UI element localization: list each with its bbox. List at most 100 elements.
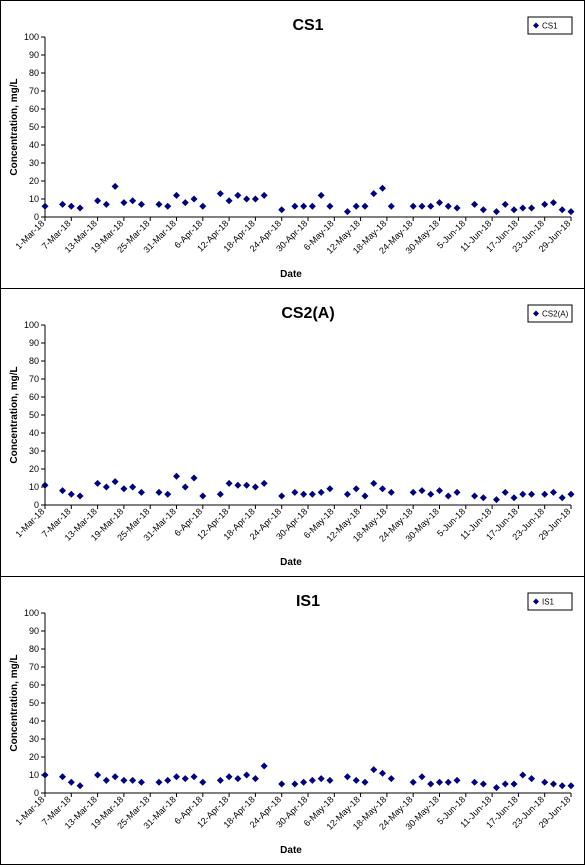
y-tick-label: 0 — [34, 788, 39, 798]
data-point — [379, 184, 387, 192]
data-point — [427, 202, 435, 210]
data-point — [317, 191, 325, 199]
legend-marker — [533, 310, 539, 317]
data-point — [59, 200, 67, 208]
data-point — [190, 195, 198, 203]
data-point — [300, 778, 308, 786]
data-point — [173, 191, 180, 199]
data-point — [190, 474, 198, 482]
data-point — [76, 204, 84, 212]
x-axis-title: Date — [280, 557, 302, 568]
data-point — [164, 202, 172, 210]
data-point — [479, 206, 487, 214]
data-point — [471, 200, 479, 208]
y-tick-label: 80 — [29, 68, 39, 78]
data-point — [519, 490, 527, 498]
data-point — [251, 195, 259, 203]
chart-title: CS1 — [292, 17, 323, 34]
data-point — [308, 202, 316, 210]
data-point — [519, 204, 527, 212]
data-point — [326, 485, 334, 493]
legend-box — [527, 16, 573, 35]
data-point — [120, 199, 128, 207]
data-point — [278, 206, 286, 214]
data-point — [519, 771, 527, 779]
data-point — [343, 490, 351, 498]
data-point — [379, 485, 387, 493]
data-point — [308, 776, 316, 784]
y-tick-label: 60 — [29, 680, 39, 690]
data-point — [549, 488, 557, 496]
data-point — [102, 776, 110, 784]
data-point — [361, 492, 369, 500]
chart-cs2a: CS2(A) CS2(A)01020304050607080901001-Mar-… — [9, 304, 575, 568]
data-point — [567, 782, 575, 790]
y-tick-label: 0 — [34, 212, 39, 222]
chart-title: CS2(A) — [281, 305, 334, 322]
data-point — [361, 778, 369, 786]
data-point — [234, 191, 242, 199]
data-point — [225, 479, 233, 487]
chart-panel-cs1: CS1 CS1 0 10 20 30 40 50 60 70 80 90 100 1-Mar-18 7-Ma… — [0, 0, 585, 289]
data-point — [216, 190, 224, 198]
series-points — [41, 472, 575, 504]
data-point — [76, 492, 84, 500]
data-point — [501, 200, 509, 208]
y-tick-label: 50 — [29, 410, 39, 420]
y-tick-label: 90 — [29, 626, 39, 636]
data-point — [444, 492, 452, 500]
y-tick-label: 10 — [29, 770, 39, 780]
data-point — [444, 778, 452, 786]
data-point — [436, 199, 443, 207]
data-point — [94, 771, 102, 779]
data-point — [190, 773, 198, 781]
data-point — [387, 202, 395, 210]
legend-marker — [533, 22, 539, 29]
data-point — [260, 762, 268, 770]
y-tick-label: 30 — [29, 734, 39, 744]
data-point — [528, 490, 536, 498]
data-point — [225, 197, 233, 205]
data-point — [427, 490, 435, 498]
data-point — [278, 492, 286, 500]
data-point — [409, 778, 417, 786]
data-point — [549, 780, 557, 788]
data-point — [67, 490, 75, 498]
data-point — [129, 483, 137, 491]
data-point — [164, 776, 172, 784]
data-point — [94, 479, 102, 487]
data-point — [291, 202, 299, 210]
y-tick-label: 30 — [29, 446, 39, 456]
data-point — [308, 490, 316, 498]
data-point — [567, 208, 575, 216]
data-point — [427, 780, 435, 788]
data-point — [225, 773, 233, 781]
data-point — [471, 778, 479, 786]
data-point — [418, 487, 426, 495]
y-tick-label: 100 — [24, 320, 39, 330]
data-point — [558, 206, 566, 214]
data-point — [67, 778, 75, 786]
series-points — [41, 762, 575, 792]
y-tick-label: 50 — [29, 122, 39, 132]
y-tick-label: 20 — [29, 752, 39, 762]
data-point — [558, 782, 566, 790]
y-tick-label: 0 — [34, 500, 39, 510]
legend: IS1 — [527, 592, 573, 611]
y-axis-title: Concentration, mg/L — [9, 366, 20, 463]
y-tick-label: 20 — [29, 464, 39, 474]
y-tick-label: 70 — [29, 662, 39, 672]
y-tick-label: 10 — [29, 194, 39, 204]
y-tick-label: 80 — [29, 356, 39, 366]
chart-title: IS1 — [296, 593, 320, 610]
data-point — [541, 778, 549, 786]
data-point — [492, 496, 500, 504]
data-point — [352, 776, 360, 784]
data-point — [510, 206, 518, 214]
data-point — [541, 490, 549, 498]
data-point — [492, 784, 500, 792]
legend-label: CS2(A) — [542, 310, 569, 319]
data-point — [181, 775, 189, 783]
data-point — [558, 494, 566, 502]
data-point — [120, 776, 128, 784]
